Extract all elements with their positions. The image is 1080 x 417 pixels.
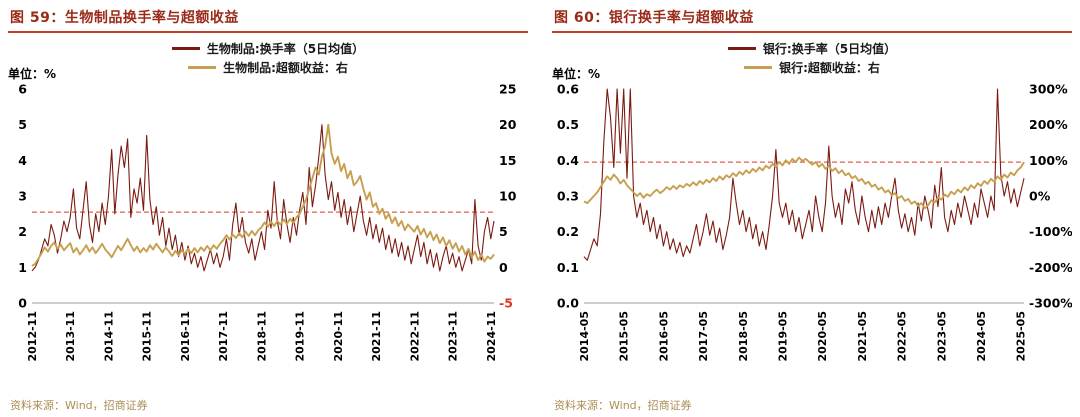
- svg-text:2024-11: 2024-11: [485, 311, 498, 362]
- legend-item-excess-return: 银行:超额收益：右: [744, 59, 880, 76]
- svg-text:3: 3: [18, 189, 27, 204]
- svg-text:0.3: 0.3: [557, 189, 579, 204]
- svg-text:2012-11: 2012-11: [26, 311, 39, 362]
- svg-text:0: 0: [499, 260, 508, 275]
- svg-text:-300%: -300%: [1029, 296, 1072, 311]
- svg-text:-100%: -100%: [1029, 224, 1072, 239]
- svg-text:2020-11: 2020-11: [332, 311, 345, 362]
- svg-text:5: 5: [18, 117, 27, 132]
- svg-text:2022-05: 2022-05: [896, 311, 909, 362]
- svg-text:2021-05: 2021-05: [856, 311, 869, 362]
- svg-text:0.5: 0.5: [557, 117, 579, 132]
- svg-text:2016-11: 2016-11: [179, 311, 192, 362]
- svg-text:100%: 100%: [1029, 153, 1068, 168]
- svg-text:2016-05: 2016-05: [657, 311, 670, 362]
- svg-text:20: 20: [499, 117, 517, 132]
- chart-canvas-figure-59: 6 5 4 3 2 1 0 25 20 15 10 5 0 -5 2012-11 2013-11 2014-11…: [8, 33, 528, 395]
- legend-item-turnover: 生物制品:换手率（5日均值）: [171, 40, 365, 57]
- svg-text:2024-05: 2024-05: [975, 311, 988, 362]
- svg-text:25: 25: [499, 82, 516, 97]
- svg-text:2019-11: 2019-11: [294, 311, 307, 362]
- legend-label-excess-return: 银行:超额收益：右: [779, 61, 880, 75]
- chart-canvas-figure-60: 0.6 0.5 0.4 0.3 0.2 0.1 0.0 300% 200% 100% 0% -100%…: [552, 33, 1073, 395]
- svg-text:-5: -5: [499, 296, 513, 311]
- legend-label-turnover: 生物制品:换手率（5日均值）: [206, 42, 365, 56]
- svg-text:200%: 200%: [1029, 117, 1068, 132]
- source-note: 资料来源：Wind，招商证券: [554, 399, 692, 412]
- panel-figure-59: 图 59：生物制品换手率与超额收益 生物制品:换手率（5日均值） 生物制品:超额…: [8, 4, 528, 413]
- svg-text:0: 0: [18, 296, 27, 311]
- svg-text:1: 1: [18, 260, 27, 275]
- svg-text:0.6: 0.6: [557, 82, 579, 97]
- svg-text:2014-05: 2014-05: [578, 311, 591, 362]
- legend-label-turnover: 银行:换手率（5日均值）: [762, 42, 897, 56]
- legend-label-excess-return: 生物制品:超额收益：右: [223, 61, 348, 75]
- svg-text:5: 5: [499, 224, 508, 239]
- legend-item-excess-return: 生物制品:超额收益：右: [188, 59, 348, 76]
- panel-figure-60: 图 60：银行换手率与超额收益 银行:换手率（5日均值） 银行:超额收益：右 单…: [552, 4, 1073, 413]
- svg-text:2018-11: 2018-11: [255, 311, 268, 362]
- svg-text:300%: 300%: [1029, 82, 1068, 97]
- svg-text:2023-05: 2023-05: [935, 311, 948, 362]
- svg-text:0.1: 0.1: [557, 260, 579, 275]
- svg-text:2019-05: 2019-05: [777, 311, 790, 362]
- svg-text:0.4: 0.4: [557, 153, 579, 168]
- svg-text:2022-11: 2022-11: [408, 311, 421, 362]
- figure-60-legend: 银行:换手率（5日均值） 银行:超额收益：右: [552, 40, 1072, 76]
- svg-text:2014-11: 2014-11: [103, 311, 116, 362]
- unit-label: 单位：%: [8, 67, 57, 81]
- svg-text:2017-11: 2017-11: [217, 311, 230, 362]
- svg-text:2015-05: 2015-05: [618, 311, 631, 362]
- svg-text:2020-05: 2020-05: [816, 311, 829, 362]
- figure-59-title: 图 59：生物制品换手率与超额收益: [8, 4, 528, 33]
- svg-text:0%: 0%: [1029, 189, 1051, 204]
- svg-text:6: 6: [18, 82, 27, 97]
- chart-svg: 0.6 0.5 0.4 0.3 0.2 0.1 0.0 300% 200% 100% 0% -100%…: [557, 82, 1073, 362]
- excess-return-line-swatch: [188, 66, 217, 69]
- excess-return-line-swatch: [744, 66, 773, 69]
- svg-text:0.0: 0.0: [557, 296, 579, 311]
- turnover-line-swatch: [171, 47, 200, 50]
- source-note: 资料来源：Wind，招商证券: [10, 399, 148, 412]
- svg-text:2013-11: 2013-11: [64, 311, 77, 362]
- svg-text:2023-11: 2023-11: [447, 311, 460, 362]
- svg-text:10: 10: [499, 189, 517, 204]
- svg-text:0.2: 0.2: [557, 224, 579, 239]
- legend-item-turnover: 银行:换手率（5日均值）: [727, 40, 897, 57]
- svg-text:4: 4: [18, 153, 27, 168]
- svg-text:2015-11: 2015-11: [141, 311, 154, 362]
- unit-label: 单位：%: [552, 67, 601, 81]
- svg-text:2021-11: 2021-11: [370, 311, 383, 362]
- figure-60-title: 图 60：银行换手率与超额收益: [552, 4, 1072, 33]
- svg-text:2: 2: [18, 224, 27, 239]
- svg-text:2018-05: 2018-05: [737, 311, 750, 362]
- figure-59-legend: 生物制品:换手率（5日均值） 生物制品:超额收益：右: [8, 40, 528, 76]
- svg-text:2017-05: 2017-05: [697, 311, 710, 362]
- svg-text:2025-05: 2025-05: [1015, 311, 1028, 362]
- turnover-line-swatch: [727, 47, 756, 50]
- svg-text:15: 15: [499, 153, 516, 168]
- figure-60-chart-area: 银行:换手率（5日均值） 银行:超额收益：右 单位：% 0.6 0.5 0.4 0.3…: [552, 33, 1073, 395]
- svg-text:-200%: -200%: [1029, 260, 1072, 275]
